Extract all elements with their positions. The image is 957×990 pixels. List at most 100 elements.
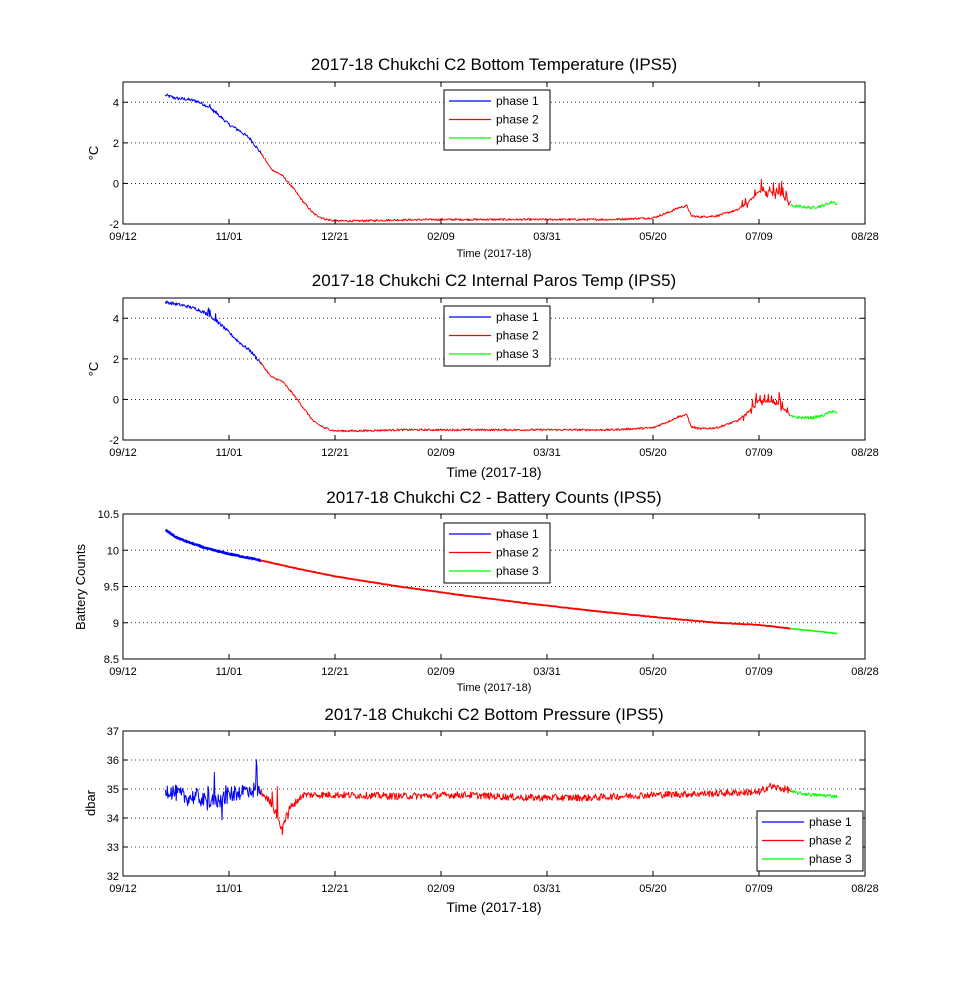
legend-label: phase 2 <box>809 834 852 848</box>
x-tick-label: 11/01 <box>216 447 243 459</box>
x-tick-label: 07/09 <box>745 447 773 459</box>
legend-box <box>443 522 551 584</box>
y-axis: -2 0 2 4 <box>109 313 865 447</box>
x-tick-label: 12/21 <box>321 447 349 459</box>
y-axis: 8.5 9 9.5 10 10.5 <box>98 509 865 666</box>
series-line-phase-3 <box>790 410 838 420</box>
panel-bottom-temperature: 09/12 11/01 12/21 02/09 03/31 05/20 07/09 08/28… <box>86 55 879 260</box>
y-tick-label: 37 <box>107 726 119 738</box>
x-axis: 09/12 11/01 12/21 02/09 03/31 05/20 07/09 08/28 <box>109 514 879 678</box>
legend-label: phase 3 <box>809 852 852 866</box>
plot-frame <box>122 81 866 225</box>
series-line-phase-2 <box>260 559 791 630</box>
y-tick-label: 4 <box>113 313 119 325</box>
data-lines <box>164 300 838 433</box>
y-tick-label: 10 <box>107 545 119 557</box>
x-tick-label: 02/09 <box>427 231 455 243</box>
x-axis: 09/12 11/01 12/21 02/09 03/31 05/20 07/09 08/28 <box>109 298 879 459</box>
chart-title: 2017-18 Chukchi C2 Bottom Temperature (I… <box>311 55 677 74</box>
x-axis-label: Time (2017-18) <box>457 682 532 694</box>
series-line-phase-3 <box>790 627 838 635</box>
y-tick-label: 10.5 <box>98 509 119 521</box>
legend-label: phase 1 <box>496 527 539 541</box>
x-tick-label: 11/01 <box>216 231 243 243</box>
x-tick-label: 11/01 <box>216 883 243 895</box>
x-axis-label: Time (2017-18) <box>457 248 532 260</box>
panel-internal-paros-temp: 09/12 11/01 12/21 02/09 03/31 05/20 07/09 08/28… <box>86 271 879 480</box>
legend-label: phase 2 <box>496 113 539 127</box>
legend-label: phase 3 <box>496 564 539 578</box>
y-tick-label: -2 <box>109 435 119 447</box>
series-line-phase-1 <box>164 759 262 821</box>
data-lines <box>164 93 838 223</box>
x-tick-label: 07/09 <box>745 883 773 895</box>
y-tick-label: 0 <box>113 394 119 406</box>
x-tick-label: 05/20 <box>639 447 667 459</box>
panel-battery-counts: 09/12 11/01 12/21 02/09 03/31 05/20 07/09 08/28… <box>73 488 879 694</box>
x-tick-label: 12/21 <box>321 666 349 678</box>
x-tick-label: 03/31 <box>533 883 561 895</box>
x-tick-label: 02/09 <box>427 447 455 459</box>
x-axis: 09/12 11/01 12/21 02/09 03/31 05/20 07/09 08/28 <box>109 731 879 895</box>
x-tick-label: 03/31 <box>533 231 561 243</box>
chart-title: 2017-18 Chukchi C2 Bottom Pressure (IPS5… <box>324 705 663 724</box>
x-tick-label: 02/09 <box>427 883 455 895</box>
y-tick-label: 2 <box>113 354 119 366</box>
series-line-phase-1 <box>164 528 262 562</box>
x-tick-label: 12/21 <box>321 883 349 895</box>
x-tick-label: 12/21 <box>321 231 349 243</box>
chart-title: 2017-18 Chukchi C2 - Battery Counts (IPS… <box>326 488 661 507</box>
y-axis-label: dbar <box>83 789 98 816</box>
x-tick-label: 08/28 <box>851 447 879 459</box>
x-tick-label: 08/28 <box>851 231 879 243</box>
y-axis: 32 33 34 35 36 37 <box>107 726 865 883</box>
y-tick-label: 33 <box>107 842 119 854</box>
x-tick-label: 05/20 <box>639 666 667 678</box>
x-tick-label: 09/12 <box>109 447 137 459</box>
x-tick-label: 11/01 <box>216 666 243 678</box>
y-axis-label: °C <box>86 146 101 161</box>
series-line-phase-1 <box>164 300 262 365</box>
series-line-phase-2 <box>260 361 791 433</box>
y-tick-label: 8.5 <box>104 654 119 666</box>
x-tick-label: 02/09 <box>427 666 455 678</box>
y-tick-label: 36 <box>107 755 119 767</box>
x-tick-label: 07/09 <box>745 231 773 243</box>
x-tick-label: 07/09 <box>745 666 773 678</box>
plot-frame <box>122 730 866 877</box>
x-axis-label: Time (2017-18) <box>446 464 541 480</box>
series-line-phase-2 <box>260 782 792 836</box>
x-tick-label: 09/12 <box>109 666 137 678</box>
x-axis-label: Time (2017-18) <box>446 899 541 915</box>
legend-label: phase 3 <box>496 131 539 145</box>
x-tick-label: 05/20 <box>639 231 667 243</box>
x-tick-label: 03/31 <box>533 666 561 678</box>
legend-label: phase 2 <box>496 329 539 343</box>
y-tick-label: 32 <box>107 871 119 883</box>
legend-label: phase 3 <box>496 347 539 361</box>
data-lines <box>164 528 838 635</box>
x-axis: 09/12 11/01 12/21 02/09 03/31 05/20 07/09 08/28 <box>109 82 879 243</box>
legend-label: phase 1 <box>496 310 539 324</box>
legend-label: phase 2 <box>496 546 539 560</box>
x-tick-label: 08/28 <box>851 883 879 895</box>
y-tick-label: 35 <box>107 784 119 796</box>
y-axis: -2 0 2 4 <box>109 97 865 231</box>
y-tick-label: -2 <box>109 219 119 231</box>
y-tick-label: 2 <box>113 138 119 150</box>
x-tick-label: 08/28 <box>851 666 879 678</box>
y-axis-label: °C <box>86 362 101 377</box>
chart-title: 2017-18 Chukchi C2 Internal Paros Temp (… <box>312 271 676 290</box>
series-line-phase-3 <box>790 790 838 799</box>
x-tick-label: 05/20 <box>639 883 667 895</box>
legend: phase 1 phase 2 phase 3 <box>443 305 551 367</box>
y-axis-label: Battery Counts <box>73 544 88 630</box>
legend: phase 1 phase 2 phase 3 <box>443 522 551 584</box>
data-lines <box>164 759 838 836</box>
x-tick-label: 09/12 <box>109 231 137 243</box>
y-tick-label: 9.5 <box>104 582 119 594</box>
legend: phase 1 phase 2 phase 3 <box>443 89 551 151</box>
panel-bottom-pressure: 09/12 11/01 12/21 02/09 03/31 05/20 07/09 08/28… <box>83 705 879 915</box>
series-line-phase-3 <box>790 200 838 210</box>
